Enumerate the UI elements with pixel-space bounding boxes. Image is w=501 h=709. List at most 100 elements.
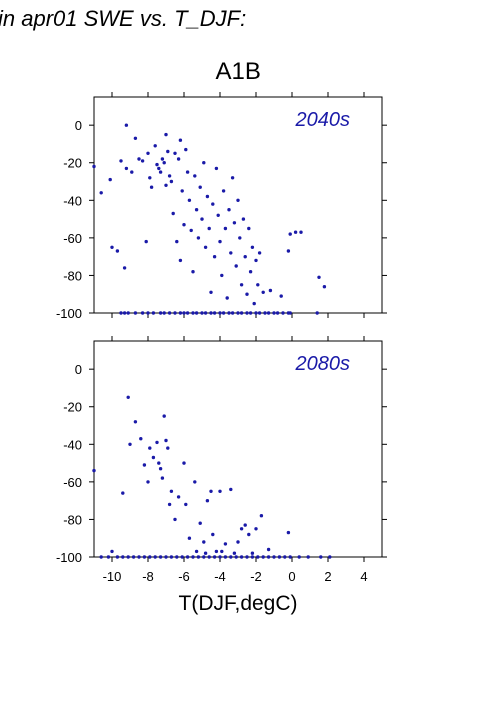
data-point — [211, 532, 215, 537]
data-point — [126, 395, 130, 399]
data-point — [229, 251, 233, 255]
data-point — [139, 437, 143, 441]
data-point — [266, 311, 271, 315]
data-point — [175, 555, 179, 559]
data-point — [106, 555, 111, 559]
x-axis-label: T(DJF,degC) — [178, 592, 298, 615]
data-point — [176, 495, 181, 499]
data-point — [146, 311, 150, 315]
data-point — [218, 555, 222, 559]
data-point — [133, 311, 138, 315]
data-point — [144, 239, 148, 244]
data-point — [229, 555, 233, 559]
y-tick-label: -40 — [63, 437, 82, 452]
data-point — [225, 296, 229, 300]
data-point — [162, 414, 166, 418]
data-point — [214, 166, 219, 171]
figure-title: in apr01 SWE vs. T_DJF: — [0, 6, 247, 31]
data-point — [221, 311, 226, 315]
data-point — [167, 502, 172, 507]
data-point — [275, 311, 280, 315]
x-tick-label: -8 — [142, 569, 154, 584]
data-point — [263, 311, 267, 315]
data-point — [254, 258, 258, 263]
data-point — [169, 555, 174, 559]
data-point — [182, 223, 186, 227]
data-point — [250, 245, 255, 249]
data-point — [214, 549, 219, 554]
data-point — [202, 540, 206, 544]
data-point — [283, 555, 287, 559]
data-point — [247, 532, 251, 537]
data-point — [173, 151, 177, 155]
data-point — [223, 542, 228, 546]
y-tick-label: -60 — [63, 231, 82, 246]
data-point — [110, 549, 114, 554]
data-point — [254, 527, 258, 531]
data-point — [241, 217, 246, 221]
data-point — [121, 555, 125, 559]
data-point — [203, 245, 208, 249]
data-point — [236, 311, 240, 315]
data-point — [191, 270, 195, 274]
data-point — [115, 555, 120, 559]
data-point — [191, 311, 195, 315]
data-point — [146, 480, 150, 484]
data-point — [202, 161, 206, 165]
data-point — [122, 266, 127, 270]
x-tick-label: 0 — [288, 569, 295, 584]
data-point — [167, 311, 172, 315]
data-point — [158, 555, 163, 559]
data-point — [203, 311, 208, 315]
data-point — [205, 194, 210, 199]
data-point — [209, 489, 213, 493]
data-point — [185, 555, 190, 559]
data-point — [272, 311, 276, 315]
data-point — [221, 189, 226, 193]
data-point — [209, 290, 213, 294]
data-point — [212, 311, 217, 315]
data-point — [131, 555, 136, 559]
scenario-label: A1B — [215, 58, 261, 85]
data-point — [124, 166, 129, 171]
data-point — [227, 311, 231, 315]
data-point — [119, 311, 123, 315]
data-point — [99, 555, 103, 559]
data-point — [198, 521, 202, 525]
data-point — [146, 151, 150, 155]
data-point — [230, 311, 235, 315]
data-point — [133, 420, 138, 424]
x-tick-label: -2 — [250, 569, 262, 584]
data-point — [261, 290, 265, 294]
data-point — [236, 540, 240, 544]
data-point — [175, 239, 179, 244]
data-point — [288, 311, 292, 315]
data-point — [176, 157, 181, 161]
x-tick-label: -6 — [178, 569, 190, 584]
data-point — [110, 245, 114, 249]
data-point — [317, 275, 321, 279]
data-point — [202, 555, 206, 559]
data-point — [218, 311, 222, 315]
data-point — [286, 249, 291, 253]
data-point — [173, 517, 177, 522]
data-point — [142, 463, 147, 467]
data-point — [257, 311, 262, 315]
data-point — [185, 170, 190, 174]
data-point — [234, 264, 238, 268]
data-point — [205, 499, 210, 503]
data-point — [218, 239, 222, 244]
data-point — [238, 236, 242, 240]
data-point — [203, 551, 208, 555]
data-point — [187, 198, 192, 202]
data-point — [232, 221, 237, 225]
data-point — [122, 311, 127, 315]
data-point — [223, 555, 228, 559]
data-point — [158, 467, 163, 471]
data-point — [212, 255, 217, 259]
data-point — [256, 555, 260, 559]
data-point — [293, 230, 298, 234]
data-point — [151, 311, 156, 315]
data-point — [279, 294, 283, 298]
